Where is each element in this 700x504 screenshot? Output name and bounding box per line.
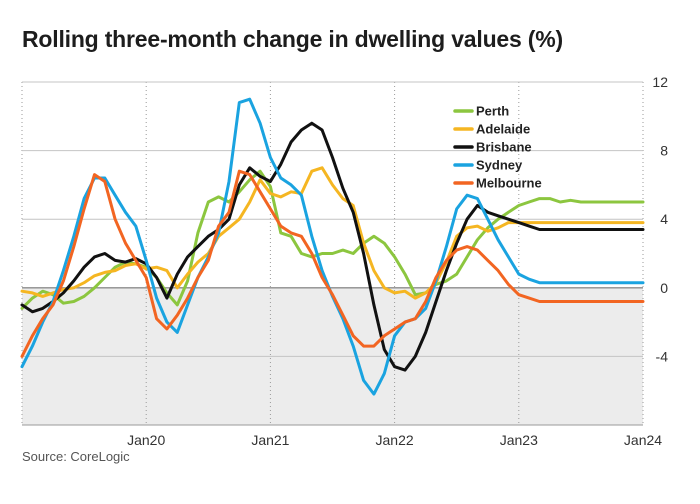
y-tick-label: 8 [660, 143, 668, 159]
grid [21, 81, 644, 426]
legend-label-perth: Perth [476, 104, 509, 119]
x-tick-label: Jan21 [251, 432, 289, 448]
y-tick-label: 4 [660, 211, 668, 227]
x-tick-label: Jan23 [500, 432, 538, 448]
source-note: Source: CoreLogic [22, 449, 130, 464]
x-tick-label: Jan22 [376, 432, 414, 448]
series-line-adelaide [20, 166, 645, 300]
legend: Perth Adelaide Brisbane Sydney Melbourne [453, 104, 542, 191]
x-axis: Jan20 Jan21 Jan22 Jan23 Jan24 [127, 432, 662, 448]
series-lines [20, 97, 645, 396]
x-tick-label: Jan24 [624, 432, 662, 448]
series-line-brisbane [20, 121, 645, 372]
legend-label-sydney: Sydney [476, 158, 523, 173]
legend-label-adelaide: Adelaide [476, 122, 530, 137]
y-tick-label: -4 [656, 348, 669, 364]
chart-title: Rolling three-month change in dwelling v… [22, 26, 563, 52]
series-line-melbourne [20, 169, 645, 358]
y-tick-label: 0 [660, 280, 668, 296]
x-tick-label: Jan20 [127, 432, 165, 448]
legend-label-melbourne: Melbourne [476, 176, 542, 191]
legend-label-brisbane: Brisbane [476, 140, 532, 155]
y-tick-label: 12 [652, 74, 668, 90]
y-axis: 12 8 4 0 -4 [652, 74, 668, 364]
